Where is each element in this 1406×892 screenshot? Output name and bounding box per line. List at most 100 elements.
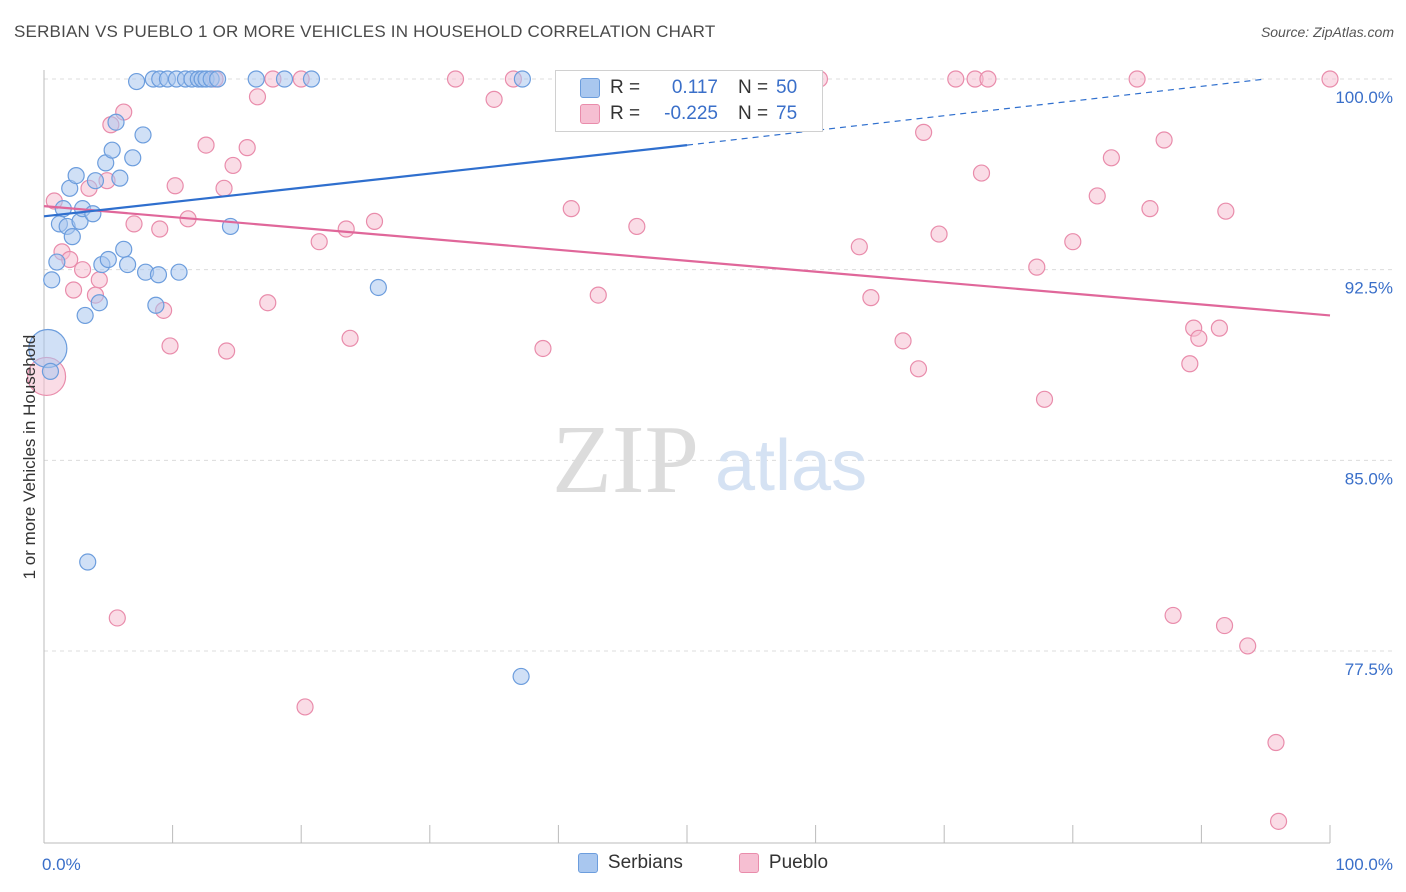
serbians-point bbox=[512, 667, 530, 686]
serbians-point bbox=[41, 362, 60, 380]
watermark-zip: ZIP bbox=[552, 406, 699, 514]
pueblo-point bbox=[894, 332, 912, 350]
y-axis-label: 1 or more Vehicles in Household bbox=[20, 335, 39, 580]
legend-n-label: N = bbox=[738, 103, 769, 124]
serbians-point bbox=[118, 255, 137, 274]
pueblo-point bbox=[1210, 319, 1229, 337]
serbians-point bbox=[107, 113, 125, 131]
serbians-point bbox=[170, 263, 188, 281]
serbians-point bbox=[84, 205, 102, 223]
legend-row-pueblo: R = -0.225 N = 75 bbox=[580, 102, 797, 126]
serbians-point bbox=[103, 141, 121, 159]
legend-swatch-serbians bbox=[580, 78, 600, 98]
pueblo-point bbox=[589, 286, 607, 304]
pueblo-point bbox=[1321, 70, 1339, 88]
pueblo-point bbox=[1088, 187, 1106, 205]
pueblo-point bbox=[218, 342, 236, 360]
pueblo-point bbox=[947, 70, 965, 88]
pueblo-point bbox=[310, 233, 328, 251]
pueblo-point bbox=[1064, 233, 1082, 251]
serbians-point bbox=[209, 70, 227, 88]
pueblo-point bbox=[1102, 149, 1120, 167]
serbians-point bbox=[149, 266, 168, 284]
serbians-point bbox=[43, 271, 61, 289]
pueblo-point bbox=[850, 238, 868, 256]
pueblo-point bbox=[628, 217, 646, 236]
serbians-point bbox=[48, 253, 66, 271]
pueblo-point bbox=[534, 339, 552, 358]
serbians-point bbox=[115, 240, 133, 258]
serbians-point bbox=[86, 172, 105, 190]
legend-r-label: R = bbox=[610, 103, 641, 124]
serbians-point bbox=[90, 294, 108, 312]
pueblo-point bbox=[1155, 131, 1173, 149]
legend-r-value: -0.225 bbox=[664, 103, 718, 124]
pueblo-point bbox=[365, 212, 384, 230]
pueblo-point bbox=[562, 200, 580, 218]
legend-item-pueblo[interactable]: Pueblo bbox=[738, 852, 828, 874]
serbians-point bbox=[67, 167, 85, 185]
y-tick-label: 85.0% bbox=[1345, 469, 1393, 488]
y-tick-label: 100.0% bbox=[1335, 88, 1393, 107]
pueblo-point bbox=[1269, 812, 1288, 830]
pueblo-point bbox=[296, 698, 314, 716]
pueblo-point bbox=[909, 360, 928, 378]
pueblo-point bbox=[151, 220, 169, 238]
legend-swatch-pueblo bbox=[580, 104, 600, 124]
serbians-point bbox=[79, 553, 97, 571]
serbians-point bbox=[76, 306, 94, 325]
pueblo-point bbox=[341, 329, 359, 347]
pueblo-point bbox=[972, 164, 991, 182]
pueblo-point bbox=[166, 177, 184, 195]
pueblo-point bbox=[979, 70, 997, 88]
source-label: Source: ZipAtlas.com bbox=[1260, 24, 1394, 40]
pueblo-point bbox=[224, 156, 242, 175]
pueblo-point bbox=[930, 225, 948, 243]
pueblo-point bbox=[1028, 258, 1046, 276]
serbians-point bbox=[147, 296, 165, 314]
legend-swatch-serbians bbox=[577, 853, 598, 873]
pueblo-point bbox=[1217, 202, 1235, 220]
legend-item-serbians[interactable]: Serbians bbox=[577, 852, 683, 874]
pueblo-point bbox=[1215, 616, 1234, 635]
serbians-point bbox=[369, 278, 387, 297]
x-tick-label-right: 100.0% bbox=[1335, 855, 1393, 874]
legend-r-value: 0.117 bbox=[671, 77, 718, 98]
y-tick-label: 77.5% bbox=[1345, 660, 1393, 679]
serbians-trend-extension bbox=[686, 78, 1266, 146]
pueblo-point bbox=[248, 88, 267, 106]
pueblo-point bbox=[337, 220, 355, 238]
pueblo-point bbox=[1190, 329, 1208, 347]
pueblo-point bbox=[1164, 606, 1182, 625]
pueblo-point bbox=[915, 123, 933, 141]
y-tick-label: 92.5% bbox=[1345, 279, 1393, 298]
pueblo-point bbox=[1239, 637, 1257, 655]
legend-label-serbians: Serbians bbox=[607, 852, 683, 873]
trend-lines bbox=[43, 78, 1331, 317]
legend-n-value: 75 bbox=[776, 103, 798, 124]
serbians-point bbox=[127, 72, 146, 91]
serbians-point bbox=[111, 169, 129, 187]
axis-labels: 100.0% 92.5% 85.0% 77.5% 0.0% 100.0% 1 or more… bbox=[20, 88, 1393, 874]
legend-n-value: 50 bbox=[776, 77, 798, 98]
series-legend: Serbians Pueblo bbox=[0, 852, 1406, 874]
pueblo-points bbox=[26, 70, 1339, 830]
pueblo-point bbox=[215, 179, 233, 197]
correlation-legend: R = 0.117 N = 50 R = -0.225 N = 75 bbox=[555, 70, 823, 132]
pueblo-trend-line bbox=[43, 205, 1331, 317]
pueblo-point bbox=[125, 215, 143, 233]
serbians-point bbox=[134, 126, 152, 144]
legend-r-label: R = bbox=[610, 77, 641, 98]
pueblo-point bbox=[238, 139, 256, 157]
pueblo-point bbox=[1141, 200, 1159, 218]
serbians-point bbox=[99, 250, 117, 269]
legend-swatch-pueblo bbox=[738, 853, 759, 873]
pueblo-point bbox=[161, 337, 179, 355]
serbians-point bbox=[302, 70, 321, 88]
serbians-trend-line bbox=[43, 144, 688, 218]
pueblo-point bbox=[64, 281, 83, 299]
pueblo-point bbox=[90, 271, 108, 289]
serbians-point bbox=[513, 70, 531, 88]
pueblo-point bbox=[1181, 355, 1199, 373]
